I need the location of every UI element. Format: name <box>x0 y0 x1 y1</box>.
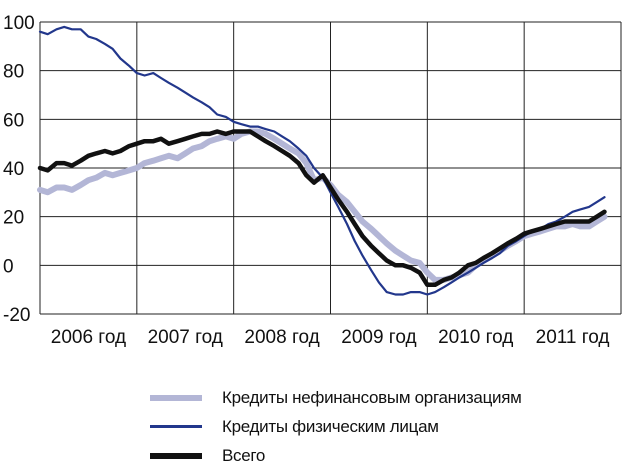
legend-item-individuals: Кредиты физическим лицам <box>150 412 522 441</box>
x-axis-tick-labels: 2006 год 2007 год 2008 год 2009 год 2010 год… <box>51 327 610 348</box>
series-lines <box>37 25 608 296</box>
legend-swatch-total <box>150 452 202 459</box>
legend-swatch-individuals <box>150 425 202 428</box>
x-tick-label: 2006 год <box>51 327 126 348</box>
x-tick-label: 2008 год <box>244 327 319 348</box>
series-line-nonfinancial <box>37 128 608 283</box>
legend: Кредиты нефинансовым организациям Кредит… <box>150 383 522 470</box>
series-line-total <box>37 129 607 288</box>
x-tick-label: 2010 год <box>438 327 513 348</box>
legend-label-nonfinancial: Кредиты нефинансовым организациям <box>222 387 522 407</box>
x-tick-label: 2009 год <box>341 327 416 348</box>
legend-item-total: Всего <box>150 441 522 470</box>
x-tick-label: 2007 год <box>148 327 223 348</box>
y-tick-label: 40 <box>3 159 24 180</box>
legend-swatch-nonfinancial <box>150 394 202 401</box>
series-line-individuals <box>38 25 606 296</box>
legend-item-nonfinancial: Кредиты нефинансовым организациям <box>150 383 522 412</box>
x-tick-label: 2011 год <box>536 327 610 348</box>
y-tick-label: -20 <box>3 305 30 326</box>
legend-label-individuals: Кредиты физическим лицам <box>222 416 439 436</box>
legend-label-total: Всего <box>222 445 266 465</box>
y-tick-label: 20 <box>3 208 24 229</box>
y-tick-label: 60 <box>3 110 24 131</box>
y-tick-label: 80 <box>3 62 24 83</box>
gridlines <box>39 21 622 315</box>
y-axis-tick-labels: 100 80 60 40 20 0 -20 <box>3 13 35 326</box>
y-tick-label: 0 <box>3 256 14 277</box>
y-tick-label: 100 <box>3 13 35 34</box>
